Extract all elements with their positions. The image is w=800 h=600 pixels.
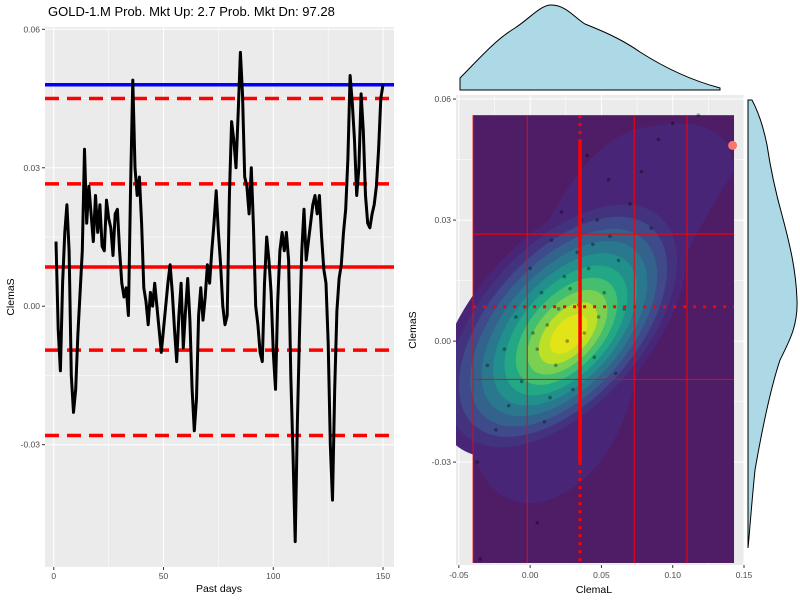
scatter-point <box>549 238 554 243</box>
scatter-point <box>613 371 618 376</box>
scatter-point <box>592 355 597 360</box>
left-plot-background <box>45 27 394 567</box>
density-level <box>550 314 588 354</box>
scatter-point <box>478 557 483 561</box>
top-marginal-density <box>459 4 721 91</box>
right-y-tick-label: -0.03 <box>432 457 452 467</box>
left-x-tick-label: 0 <box>51 571 56 581</box>
scatter-point <box>539 290 544 295</box>
scatter-point <box>628 202 632 206</box>
scatter-point <box>616 258 621 263</box>
right-x-tick-label: 0.00 <box>522 570 539 580</box>
right-y-tick-label: 0.03 <box>434 215 451 225</box>
right-level-lines <box>472 115 738 563</box>
scatter-point <box>565 339 570 343</box>
scatter-point <box>608 234 612 239</box>
right-y-tick-label: 0.00 <box>434 336 451 346</box>
scatter-point <box>602 290 607 295</box>
left-x-tick-labels: 0 50 100 150 <box>51 567 390 581</box>
scatter-point <box>475 460 480 464</box>
left-x-tick-label: 150 <box>376 571 390 581</box>
scatter-point <box>494 428 498 432</box>
scatter-point <box>542 419 547 424</box>
scatter-point <box>571 387 575 392</box>
right-x-axis-title: ClemaL <box>576 584 612 596</box>
left-y-tick-label: -0.03 <box>21 440 41 450</box>
right-y-axis-title: ClemaS <box>407 311 419 348</box>
left-x-tick-label: 50 <box>159 571 169 581</box>
right-density-chart: -0.05 0.00 0.05 0.10 0.15 -0.030.000.030.06 … <box>407 94 753 596</box>
scatter-point <box>656 137 661 142</box>
scatter-point <box>535 347 540 351</box>
right-x-tick-label: -0.05 <box>449 570 469 580</box>
scatter-points <box>475 113 701 561</box>
scatter-point <box>562 274 567 279</box>
scatter-point <box>554 363 558 368</box>
scatter-point <box>502 347 507 351</box>
left-x-axis-title: Past days <box>196 583 242 595</box>
left-x-tick-label: 100 <box>266 571 280 581</box>
left-gridlines <box>45 27 394 567</box>
scatter-point <box>670 121 675 126</box>
scatter-point <box>595 218 599 222</box>
left-y-axis-title: ClemaS <box>5 278 17 315</box>
right-x-tick-label: 0.10 <box>664 570 681 580</box>
right-marginal-density <box>747 99 798 549</box>
chart-title: GOLD-1.M Prob. Mkt Up: 2.7 Prob. Mkt Dn:… <box>48 4 335 19</box>
scatter-point <box>606 177 611 182</box>
right-x-tick-label: 0.15 <box>736 570 753 580</box>
scatter-point <box>585 153 589 158</box>
left-line-chart: 0 50 100 150 -0.03 0.00 0.03 0.06 Past days Cl… <box>5 24 394 595</box>
scatter-point <box>528 266 532 271</box>
current-point <box>728 140 738 150</box>
scatter-point <box>514 315 518 319</box>
scatter-point <box>519 379 524 384</box>
scatter-point <box>531 331 535 335</box>
scatter-point <box>535 520 540 525</box>
scatter-point <box>568 286 572 291</box>
scatter-point <box>548 395 552 400</box>
scatter-point <box>575 250 579 255</box>
right-y-tick-labels: -0.03 0.00 0.03 0.06 <box>432 94 456 467</box>
scatter-point <box>696 113 701 117</box>
scatter-point <box>559 210 564 214</box>
scatter-point <box>485 363 490 368</box>
left-y-tick-label: 0.03 <box>23 163 40 173</box>
series-line <box>54 50 385 544</box>
scatter-point <box>545 323 550 327</box>
scatter-point <box>582 331 587 335</box>
scatter-point <box>556 307 561 311</box>
right-x-tick-label: 0.05 <box>593 570 610 580</box>
right-x-tick-labels: -0.05 0.00 0.05 0.10 0.15 <box>449 565 753 580</box>
scatter-point <box>639 169 644 174</box>
scatter-point <box>649 226 654 230</box>
scatter-point <box>586 266 591 271</box>
scatter-point <box>506 403 511 408</box>
scatter-point <box>591 242 595 247</box>
scatter-point <box>596 315 601 319</box>
density-contours <box>456 115 735 563</box>
left-y-tick-labels: -0.03 0.00 0.03 0.06 <box>21 24 45 450</box>
left-y-tick-label: 0.00 <box>23 301 40 311</box>
left-y-tick-label: 0.06 <box>23 24 40 34</box>
right-y-tick-label: 0.06 <box>434 94 451 104</box>
